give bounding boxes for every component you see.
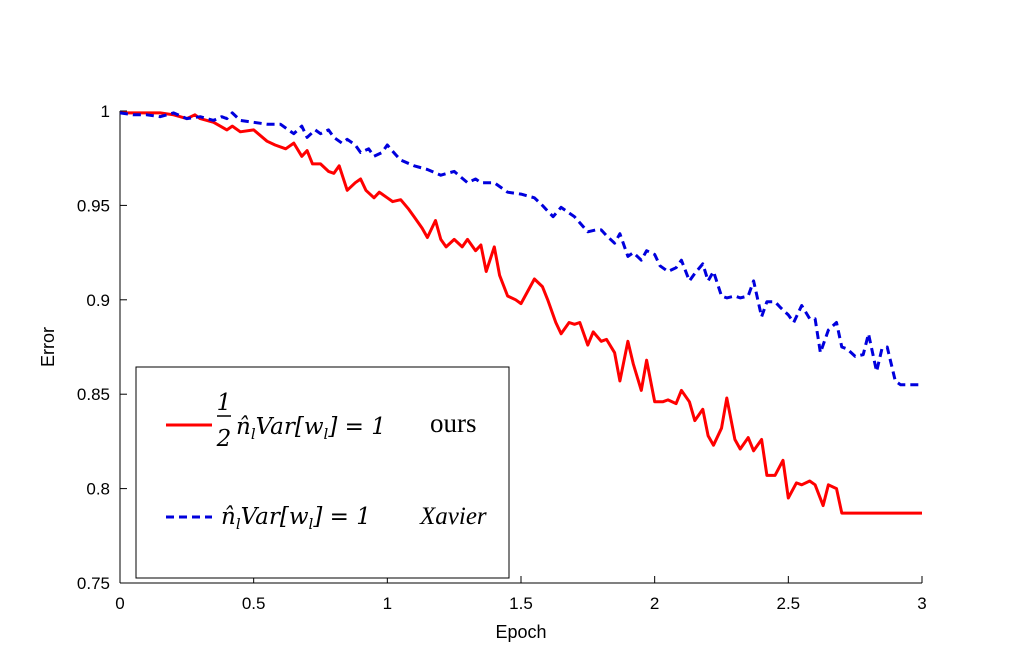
y-axis-title: Error <box>38 327 58 367</box>
y-tick-label: 0.85 <box>77 385 110 404</box>
legend-box <box>135 366 510 579</box>
y-tick-label: 0.95 <box>77 196 110 215</box>
series-layer <box>119 111 922 515</box>
x-tick-label: 0 <box>115 594 124 613</box>
series-line-xavier <box>119 111 922 387</box>
legend-formula-xavier: n̂lVar[wl] = 1 <box>221 504 371 533</box>
legend-label-xavier: Xavier <box>419 503 487 530</box>
x-tick-label: 2.5 <box>777 594 801 613</box>
x-tick-label: 0.5 <box>242 594 266 613</box>
y-tick-label: 1 <box>101 102 110 121</box>
legend-fraction-numerator: 1 <box>217 390 232 416</box>
y-tick-label: 0.75 <box>77 574 110 593</box>
x-tick-label: 2 <box>650 594 659 613</box>
y-tick-label: 0.8 <box>86 480 110 499</box>
legend-label-ours: ours <box>430 408 477 438</box>
x-axis-title: Epoch <box>495 622 546 642</box>
x-tick-label: 1.5 <box>509 594 533 613</box>
x-tick-label: 1 <box>383 594 392 613</box>
legend-fraction-denominator: 2 <box>216 426 232 452</box>
axes: 0 0.5 1 1.5 2 2.5 3 0.75 0.8 0.85 0.9 0.95 1 Epoch Err… <box>38 102 927 642</box>
legend-formula-ours: n̂lVar[wl] = 1 <box>236 414 386 443</box>
series-line-ours <box>120 111 922 515</box>
x-tick-label: 3 <box>917 594 926 613</box>
legend: 1 2 n̂lVar[wl] = 1 ours n̂lVar[wl] = 1 X… <box>135 366 510 579</box>
y-tick-label: 0.9 <box>86 291 110 310</box>
